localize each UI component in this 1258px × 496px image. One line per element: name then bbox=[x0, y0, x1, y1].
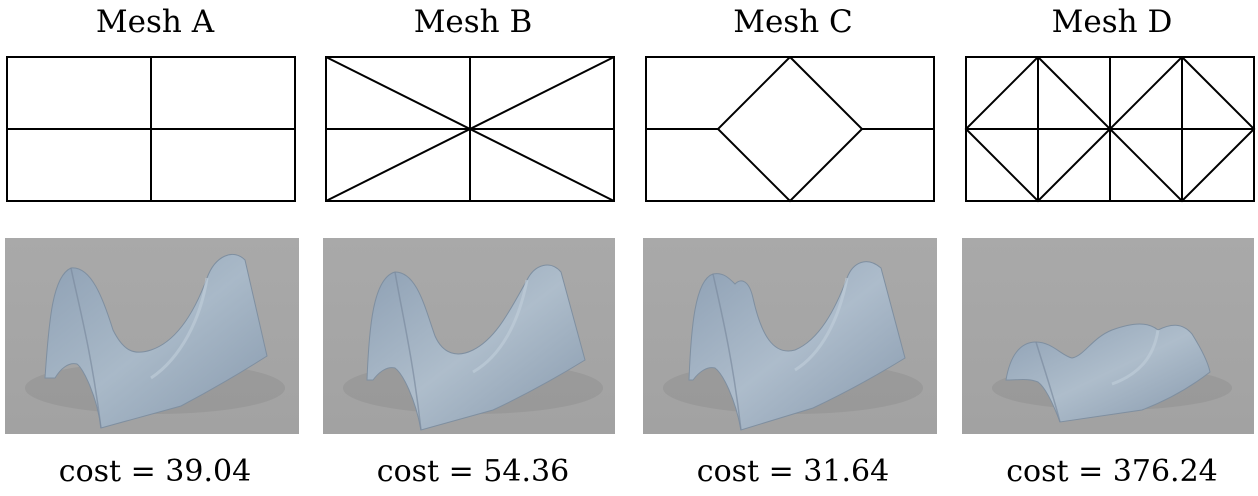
panel-title: Mesh B bbox=[413, 4, 533, 40]
mesh-diagram-c bbox=[645, 56, 935, 203]
panel-mesh-c: Mesh C cost = 31.64 bbox=[643, 0, 943, 496]
surface-render-d bbox=[962, 238, 1254, 434]
mesh-diagram-b bbox=[325, 56, 615, 202]
surface-render-c bbox=[643, 238, 937, 434]
panel-title: Mesh D bbox=[1051, 4, 1173, 40]
panel-title: Mesh C bbox=[733, 4, 853, 40]
panel-mesh-d: Mesh D cost = 376.24 bbox=[962, 0, 1258, 496]
panel-title: Mesh A bbox=[95, 4, 215, 40]
mesh-diagram-d bbox=[964, 56, 1256, 203]
panel-mesh-a: Mesh A cost = 39.04 bbox=[5, 0, 305, 496]
panel-mesh-b: Mesh B cost = 54.36 bbox=[323, 0, 623, 496]
cost-label: cost = 31.64 bbox=[696, 454, 890, 489]
surface-render-b bbox=[323, 238, 615, 434]
mesh-diagram-a bbox=[6, 56, 296, 202]
cost-label: cost = 54.36 bbox=[376, 454, 570, 489]
surface-render-a bbox=[5, 238, 299, 434]
cost-label: cost = 376.24 bbox=[1006, 454, 1218, 489]
cost-label: cost = 39.04 bbox=[58, 454, 252, 489]
